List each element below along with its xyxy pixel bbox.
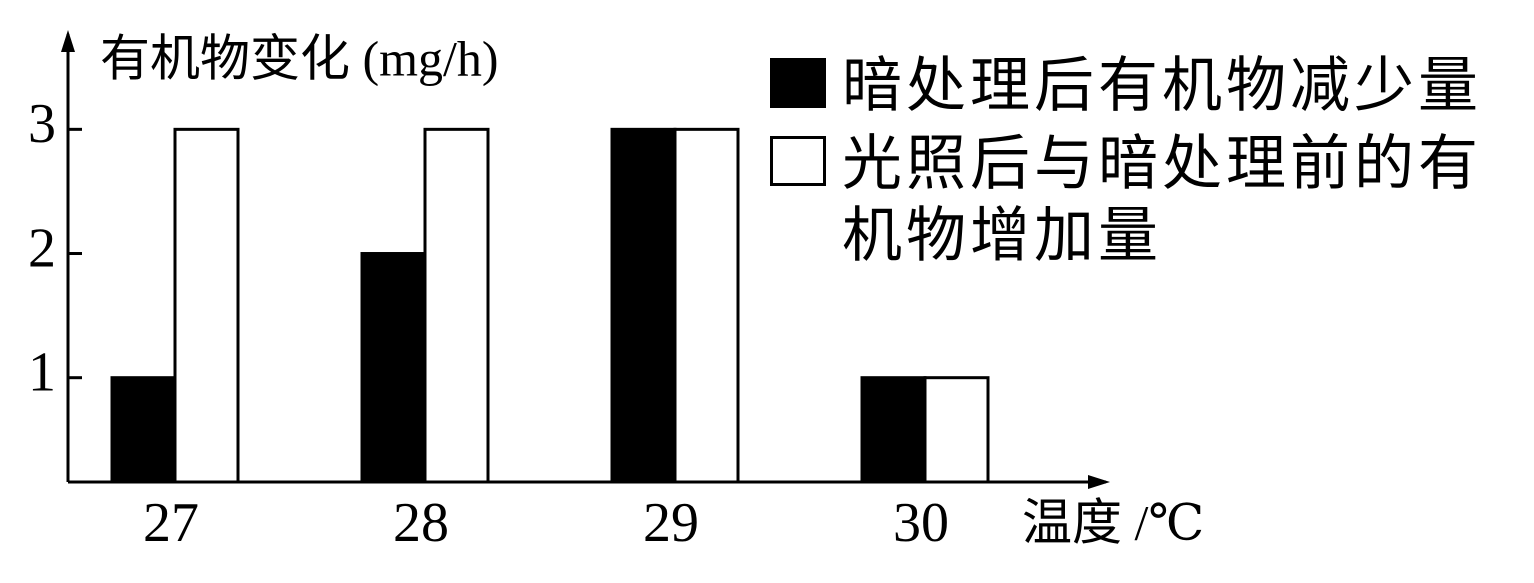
- bar: [360, 252, 427, 484]
- legend-swatch: [770, 136, 826, 186]
- bar: [173, 127, 240, 484]
- legend-label: 暗处理后有机物减少量: [842, 51, 1482, 121]
- bar: [673, 127, 740, 484]
- bar: [110, 376, 177, 484]
- x-tick-label: 28: [393, 492, 449, 554]
- bar: [610, 127, 677, 484]
- legend-swatch: [770, 58, 826, 108]
- x-tick-label: 30: [893, 492, 949, 554]
- y-tick-label: 2: [28, 217, 56, 279]
- bar: [423, 127, 490, 484]
- x-tick-label: 29: [643, 492, 699, 554]
- x-tick-label: 27: [143, 492, 199, 554]
- y-axis-label: 有机物变化 (mg/h): [100, 30, 499, 86]
- bar: [923, 376, 990, 484]
- legend-item: 暗处理后有机物减少量: [770, 50, 1532, 122]
- y-axis-arrow: [61, 30, 75, 52]
- bar: [860, 376, 927, 484]
- legend-label: 光照后与暗处理前的有机物增加量: [842, 129, 1482, 271]
- x-axis-arrow: [1088, 475, 1110, 489]
- y-tick-label: 3: [28, 93, 56, 155]
- y-tick-label: 1: [28, 342, 56, 404]
- x-axis-label: 温度 /℃: [1022, 494, 1204, 550]
- legend-item: 光照后与暗处理前的有机物增加量: [770, 128, 1532, 272]
